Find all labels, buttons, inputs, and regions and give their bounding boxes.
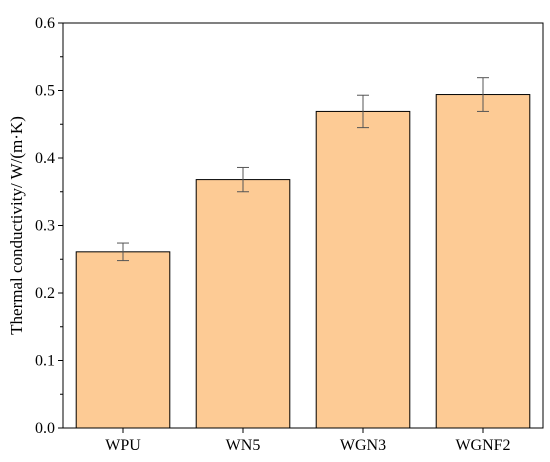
y-tick-label: 0.3 — [35, 218, 55, 235]
y-tick-label: 0.4 — [35, 150, 55, 167]
x-tick-label-wgnf2: WGNF2 — [455, 437, 510, 454]
bar-wgn3 — [315, 110, 411, 429]
y-tick-label: 0.1 — [35, 353, 55, 370]
bars-group — [75, 94, 531, 429]
y-tick-label: 0.0 — [35, 420, 55, 437]
error-bar-wgnf2 — [477, 77, 489, 112]
y-axis-ticks: 0.0 0.1 0.2 0.3 0.4 0.5 0.6 — [35, 15, 63, 437]
bar-wgnf2 — [435, 94, 531, 429]
y-tick-label: 0.6 — [35, 15, 55, 32]
x-tick-label-wgn3: WGN3 — [340, 437, 386, 454]
x-tick-label-wn5: WN5 — [226, 437, 261, 454]
error-bar-wpu — [117, 242, 129, 262]
x-axis-ticks: WPU WN5 WGN3 WGNF2 — [105, 428, 511, 454]
error-bars-group — [117, 77, 489, 262]
y-axis-title: Thermal conductivity/ W/(m·K) — [7, 116, 26, 335]
error-bar-wgn3 — [357, 94, 369, 129]
error-bar-wn5 — [237, 166, 249, 193]
bar-wn5 — [195, 179, 291, 429]
y-tick-label: 0.2 — [35, 285, 55, 302]
y-tick-label: 0.5 — [35, 83, 55, 100]
x-tick-label-wpu: WPU — [105, 437, 141, 454]
bar-wpu — [75, 251, 171, 429]
